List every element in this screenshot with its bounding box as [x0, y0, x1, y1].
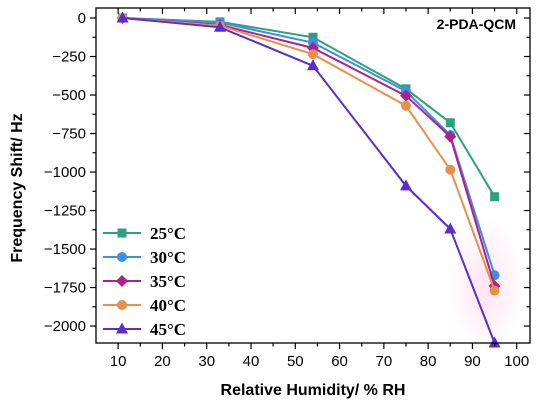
y-tick-label-7: −1500 — [44, 241, 86, 258]
data-point-s5-2 — [214, 20, 226, 32]
plot-frame — [95, 7, 531, 344]
data-point-s1-5 — [445, 118, 455, 128]
x-tick-label-1: 10 — [110, 353, 127, 370]
x-tick-label-7: 70 — [376, 353, 393, 370]
data-point-s4-5 — [445, 164, 456, 175]
legend-item-1: 25°C — [103, 224, 186, 243]
x-tick-label-4: 40 — [243, 353, 260, 370]
legend-marker-3 — [116, 275, 128, 287]
y-tick-label-6: −1250 — [44, 203, 86, 220]
x-tick-label-10: 100 — [504, 353, 529, 370]
legend-label-5: 45°C — [150, 320, 186, 339]
x-tick-label-3: 30 — [198, 353, 215, 370]
series-line-4 — [122, 17, 496, 291]
data-point-s5-1 — [116, 11, 129, 23]
legend-marker-2 — [117, 252, 127, 262]
data-point-s3-4 — [400, 89, 412, 102]
series-line-5 — [122, 17, 496, 344]
x-tick-label-8: 80 — [420, 353, 437, 370]
x-tick-label-6: 60 — [331, 353, 348, 370]
chart-annotation: 2-PDA-QCM — [437, 16, 516, 32]
legend-item-4: 40°C — [103, 296, 186, 315]
legend-item-5: 45°C — [103, 320, 186, 339]
data-point-s5-6 — [488, 336, 501, 348]
x-tick-label-9: 90 — [464, 353, 481, 370]
y-tick-label-8: −1750 — [44, 280, 86, 297]
legend-label-1: 25°C — [150, 224, 186, 243]
x-tick-label-5: 50 — [287, 353, 304, 370]
data-point-s4-3 — [308, 49, 318, 60]
y-axis-title: Frequency Shift/ Hz — [9, 113, 26, 262]
y-tick-label-1: 0 — [78, 10, 86, 27]
data-point-s4-6 — [489, 285, 500, 296]
x-axis-title: Relative Humidity/ % RH — [221, 382, 406, 399]
data-point-s5-3 — [307, 59, 319, 71]
y-tick-label-5: −1000 — [44, 164, 86, 181]
y-tick-label-3: −500 — [52, 87, 86, 104]
y-tick-label-2: −250 — [52, 49, 86, 66]
series-5 — [116, 11, 501, 348]
glow-highlight — [447, 216, 524, 357]
legend-marker-5 — [116, 322, 128, 334]
data-point-s1-6 — [490, 192, 500, 202]
legend-label-2: 30°C — [150, 248, 186, 267]
legend-item-3: 35°C — [103, 272, 186, 291]
data-point-s3-5 — [444, 130, 457, 143]
data-point-s5-4 — [400, 179, 412, 191]
legend-label-4: 40°C — [150, 296, 186, 315]
y-tick-label-9: −2000 — [44, 318, 86, 335]
legend-marker-4 — [117, 300, 127, 310]
legend-marker-1 — [117, 228, 127, 238]
x-tick-label-2: 20 — [154, 353, 171, 370]
legend-label-3: 35°C — [150, 272, 186, 291]
data-point-s4-4 — [401, 100, 411, 111]
data-point-s1-3 — [308, 32, 318, 42]
legend-item-2: 30°C — [103, 248, 186, 267]
y-tick-label-4: −750 — [52, 126, 86, 143]
data-point-s5-5 — [444, 222, 457, 234]
